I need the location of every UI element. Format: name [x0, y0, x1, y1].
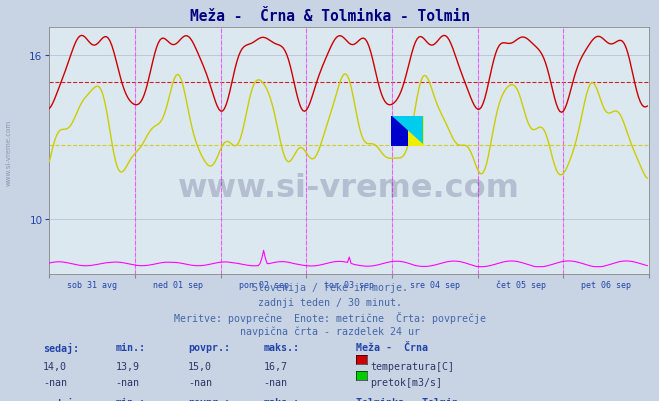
Text: čet 05 sep: čet 05 sep — [496, 280, 546, 290]
Text: ned 01 sep: ned 01 sep — [153, 280, 203, 289]
Text: -nan: -nan — [115, 377, 139, 387]
Text: Slovenija / reke in morje.: Slovenija / reke in morje. — [252, 283, 407, 293]
Text: pretok[m3/s]: pretok[m3/s] — [370, 377, 442, 387]
Bar — [408, 117, 424, 146]
Text: Meža -  Črna & Tolminka - Tolmin: Meža - Črna & Tolminka - Tolmin — [190, 9, 469, 24]
Text: povpr.:: povpr.: — [188, 342, 230, 352]
Text: -nan: -nan — [43, 377, 67, 387]
Text: 15,0: 15,0 — [188, 361, 212, 371]
Text: tor 03 sep: tor 03 sep — [324, 280, 374, 289]
Text: pon 02 sep: pon 02 sep — [239, 280, 289, 289]
Text: pet 06 sep: pet 06 sep — [581, 280, 631, 289]
Text: min.:: min.: — [115, 397, 146, 401]
Text: temperatura[C]: temperatura[C] — [370, 361, 454, 371]
Text: -nan: -nan — [264, 377, 287, 387]
Text: sob 31 avg: sob 31 avg — [67, 280, 117, 289]
Text: Meža -  Črna: Meža - Črna — [356, 342, 428, 352]
Text: 14,0: 14,0 — [43, 361, 67, 371]
Text: 13,9: 13,9 — [115, 361, 139, 371]
Text: www.si-vreme.com: www.si-vreme.com — [5, 119, 12, 185]
Text: -nan: -nan — [188, 377, 212, 387]
Text: sedaj:: sedaj: — [43, 342, 79, 352]
Text: zadnji teden / 30 minut.: zadnji teden / 30 minut. — [258, 297, 401, 307]
Text: maks.:: maks.: — [264, 342, 300, 352]
Text: min.:: min.: — [115, 342, 146, 352]
Bar — [391, 117, 408, 146]
Text: navpična črta - razdelek 24 ur: navpična črta - razdelek 24 ur — [239, 326, 420, 336]
Text: Meritve: povprečne  Enote: metrične  Črta: povprečje: Meritve: povprečne Enote: metrične Črta:… — [173, 312, 486, 324]
Text: povpr.:: povpr.: — [188, 397, 230, 401]
Text: Tolminka - Tolmin: Tolminka - Tolmin — [356, 397, 458, 401]
Text: sre 04 sep: sre 04 sep — [410, 280, 460, 289]
Text: sedaj:: sedaj: — [43, 397, 79, 401]
Text: www.si-vreme.com: www.si-vreme.com — [179, 173, 520, 204]
Text: maks.:: maks.: — [264, 397, 300, 401]
Polygon shape — [392, 117, 422, 145]
Text: 16,7: 16,7 — [264, 361, 287, 371]
